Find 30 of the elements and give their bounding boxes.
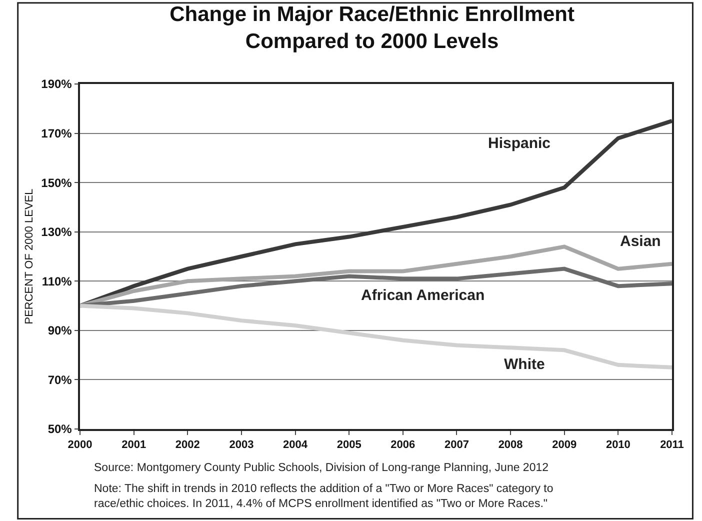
y-tick-label: 150%	[41, 176, 72, 190]
x-tick-label: 2005	[336, 438, 362, 451]
y-tick-label: 90%	[48, 324, 72, 338]
text: Note: The shift in trends in 2010 reflects the addition of a "Two or More Races" category to race/ethic choices. In 2011, 4.4% of MCPS enrollment identified as "Two or More Races."	[94, 483, 554, 510]
x-tick-label: 2009	[552, 438, 577, 451]
x-tick-label: 2004	[283, 438, 308, 451]
x-tick-label: 2006	[390, 438, 416, 451]
text: Hispanic	[488, 135, 551, 152]
y-tick-label: 110%	[42, 274, 72, 288]
x-tick-label: 2001	[122, 438, 146, 451]
x-tick-label: 2008	[498, 438, 523, 451]
y-tick-label: 130%	[41, 225, 72, 240]
y-tick-label: 50%	[48, 422, 72, 436]
series-label: Asian	[620, 233, 661, 250]
x-tick-label: 2011	[660, 438, 684, 451]
chart-title: Change in Major Race/Ethnic Enrollment Compared to 2000 Levels	[170, 2, 575, 54]
line-series	[80, 304, 672, 370]
y-tick-label: 170%	[41, 126, 72, 140]
y-tick-label: 70%	[48, 372, 72, 387]
source-note: Source: Montgomery County Public Schools, Division of Long-range Planning, June 2012	[94, 462, 549, 474]
x-tick-label: 2010	[606, 438, 630, 451]
x-tick-label: 2003	[229, 438, 254, 451]
series-label: White	[504, 356, 545, 373]
y-tick-label: 190%	[41, 77, 72, 92]
x-tick-label: 2002	[175, 438, 200, 451]
x-tick-label: 2000	[68, 438, 92, 451]
line-series	[80, 266, 672, 308]
x-tick-label: 2007	[444, 438, 469, 451]
series-label: African American	[361, 287, 485, 304]
y-axis-title: PERCENT OF 2000 LEVEL	[23, 188, 36, 324]
